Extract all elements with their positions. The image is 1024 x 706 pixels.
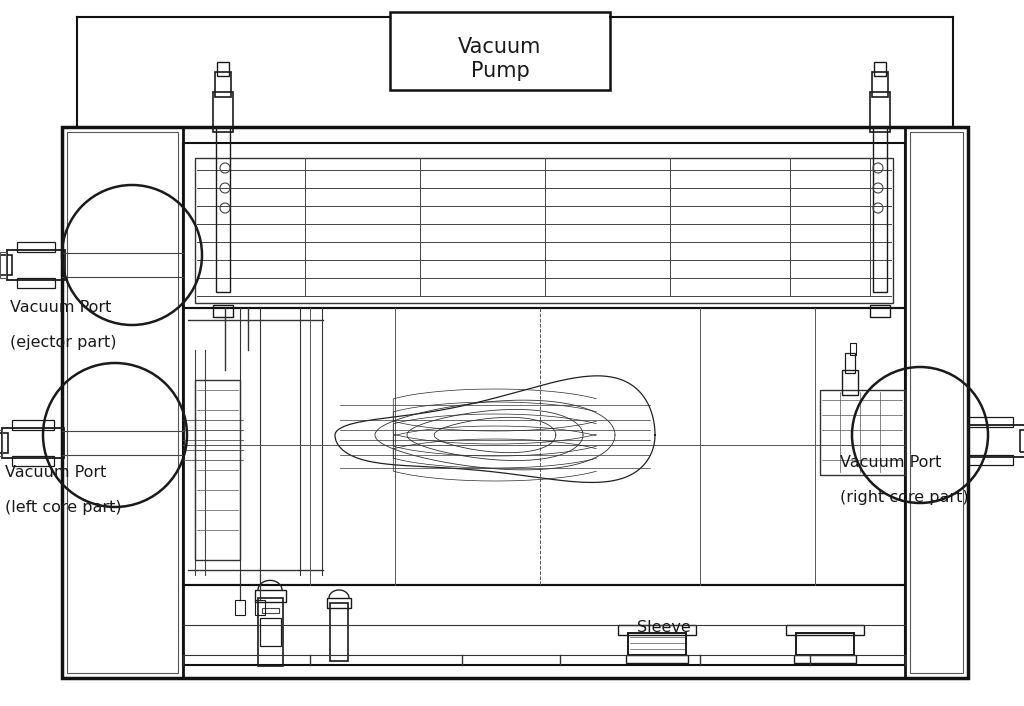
Bar [905,127,968,678]
Bar [17,278,55,288]
Bar [796,633,854,655]
Bar [874,62,886,76]
Bar [215,72,231,97]
Bar [2,428,63,458]
Bar [1020,430,1024,452]
Bar [0,252,6,278]
Bar [0,433,8,453]
Bar [390,12,610,90]
Bar [234,600,245,615]
Bar [968,455,1013,465]
Bar [62,127,183,678]
Bar [794,655,856,663]
Bar [213,92,233,132]
Bar [183,585,905,665]
Bar [0,255,12,275]
Text: Sleeve: Sleeve [637,620,691,635]
Bar [626,655,688,663]
Bar [910,132,963,673]
Bar [62,127,968,678]
Text: Vacuum Port

(right core part): Vacuum Port (right core part) [840,455,969,505]
Text: Vacuum Port

(left core part): Vacuum Port (left core part) [5,465,122,515]
Bar [255,600,265,615]
Bar [67,132,178,673]
Bar [845,353,855,373]
Bar [17,242,55,252]
Bar [262,608,279,613]
Bar [872,72,888,97]
Bar [195,380,240,560]
Bar [968,425,1024,457]
Bar [850,343,856,355]
Bar [873,127,887,292]
Bar [195,158,893,303]
Bar [7,250,65,280]
Bar [968,417,1013,427]
Text: Vacuum Port

(ejector part): Vacuum Port (ejector part) [10,300,117,349]
Bar [12,456,54,466]
Bar [213,305,233,317]
Bar [330,603,348,661]
Bar [183,308,905,585]
Bar [255,590,286,602]
Bar [820,390,905,475]
Bar [183,143,905,308]
Bar [258,598,283,666]
Bar [870,92,890,132]
Bar [327,598,351,608]
Bar [842,370,858,395]
Bar [0,430,2,456]
Bar [216,127,230,292]
Bar [786,625,864,635]
Text: Vacuum
Pump: Vacuum Pump [459,37,542,80]
Bar [260,618,281,646]
Bar [618,625,696,635]
Bar [217,62,229,76]
Bar [628,633,686,655]
Bar [870,305,890,317]
Bar [12,420,54,430]
